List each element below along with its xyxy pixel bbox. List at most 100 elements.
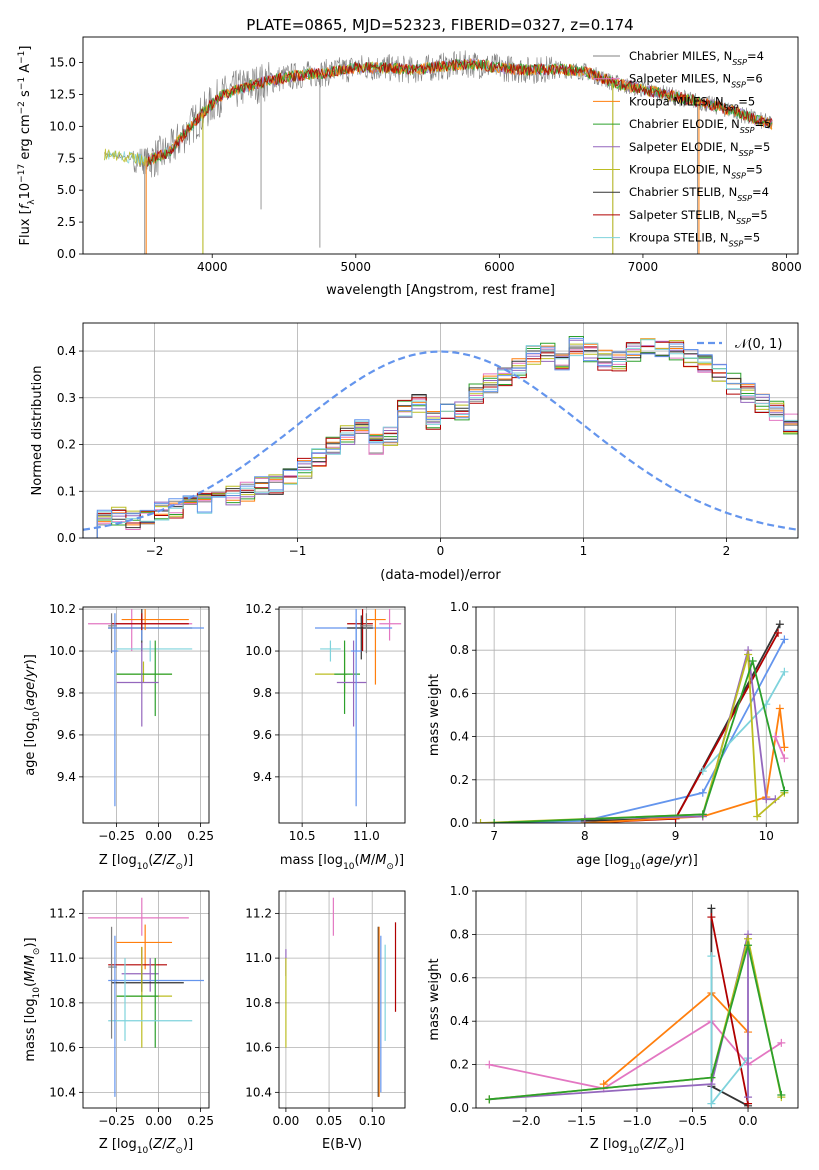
panel-age-vs-mass: 10.5 11.0 9.4 9.6 9.8 10.0 10.2 mass [log10(M/M… [245, 602, 406, 872]
weight-point-marker [707, 1099, 716, 1108]
x-tick-label: 0.00 [273, 1114, 300, 1128]
y-tick-label: 9.8 [253, 686, 272, 700]
y-tick-label: 0.4 [57, 344, 76, 358]
y-tick-label: 0.4 [450, 1014, 469, 1028]
x-tick-label: −2.0 [511, 1114, 540, 1128]
weight-point-marker [744, 650, 753, 659]
y-tick-label: 10.0 [49, 644, 76, 658]
histogram-step-blue [83, 337, 798, 538]
weight-point-marker [780, 667, 789, 676]
y-tick-label: 0.8 [450, 643, 469, 657]
axes-frame [82, 36, 799, 255]
spectrum-model-line [147, 58, 773, 167]
y-tick-label: 10.6 [245, 1041, 272, 1055]
x-axis-label: Z [log10(Z/Z⊙)] [99, 1137, 193, 1156]
weight-point-marker [707, 913, 716, 922]
x-tick-label: 2 [723, 544, 731, 558]
x-tick-label: −1.0 [622, 1114, 651, 1128]
x-tick-label: 0.0 [738, 1114, 757, 1128]
errorbars [285, 897, 397, 1097]
weight-point-marker [771, 732, 780, 741]
axes-frame [278, 606, 406, 824]
histogram-step-salpeter_stelib [83, 341, 798, 538]
weight-point-marker [780, 635, 789, 644]
weight-series-line [710, 956, 749, 1107]
x-tick-label: 10.5 [289, 829, 316, 843]
axes-frame [82, 890, 210, 1109]
x-tick-label: 1 [580, 544, 588, 558]
y-tick-label: 10.2 [245, 602, 272, 616]
y-tick-label: 5.0 [57, 183, 76, 197]
x-tick-label: 0.25 [187, 1114, 214, 1128]
weight-series-line [489, 945, 783, 1101]
axes-frame [82, 322, 799, 539]
weight-point-marker [780, 786, 789, 795]
legend: Chabrier MILES, NSSP=4 Salpeter MILES, NS… [593, 49, 771, 248]
y-tick-label: 0.4 [450, 730, 469, 744]
y-tick-label: 0.0 [450, 816, 469, 830]
weight-point-marker [777, 1090, 786, 1099]
weight-series-line [489, 1020, 782, 1090]
x-tick-label: −2 [146, 544, 164, 558]
legend-entry: Salpeter MILES, NSSP=6 [629, 72, 763, 90]
histogram-step-chabrier_stelib [83, 347, 798, 538]
y-tick-label: 11.0 [49, 951, 76, 965]
y-tick-label: 9.6 [57, 728, 76, 742]
x-tick-label: 6000 [484, 260, 515, 274]
x-tick-label: −1.5 [567, 1114, 596, 1128]
panel-mass-vs-ebv: 0.00 0.05 0.10 10.4 10.6 10.8 11.0 11.2 E(B-V) [245, 890, 406, 1152]
histogram-step-chabrier_elodie [83, 336, 798, 538]
weight-point-marker [698, 767, 707, 776]
errorbars [88, 609, 204, 807]
errorbars [315, 609, 402, 807]
x-tick-label: −0.5 [678, 1114, 707, 1128]
x-axis-label: (data-model)/error [380, 568, 501, 583]
x-tick-label: 0.05 [316, 1114, 343, 1128]
y-axis-label: age [log10(age/yr)] [23, 654, 42, 776]
axes-frame [475, 890, 799, 1109]
x-axis-label: E(B-V) [322, 1137, 362, 1152]
weight-series-line [584, 623, 781, 822]
x-tick-label: 5000 [341, 260, 372, 274]
weight-point-marker [775, 620, 784, 629]
weight-point-marker [748, 657, 757, 665]
y-tick-label: 0.1 [57, 484, 76, 498]
y-tick-label: 0.0 [450, 1101, 469, 1115]
x-tick-label: 8 [581, 829, 589, 843]
y-tick-label: 1.0 [450, 600, 469, 614]
x-tick-label: 0.25 [187, 829, 214, 843]
y-tick-label: 9.4 [57, 770, 76, 784]
weight-point-marker [599, 1080, 608, 1089]
x-tick-label: −0.25 [98, 829, 135, 843]
y-tick-label: 7.5 [57, 151, 76, 165]
legend-entry: Kroupa MILES, NSSP=5 [629, 94, 755, 112]
panel-residual-histogram: −2 −1 0 1 2 0.0 0.1 0.2 0.3 0.4 (data-model)/error… [30, 322, 799, 583]
y-tick-label: 10.2 [49, 602, 76, 616]
x-tick-label: 10 [759, 829, 774, 843]
weight-point-marker [476, 819, 485, 823]
x-axis-label: Z [log10(Z/Z⊙)] [590, 1137, 684, 1156]
weight-series-line [584, 649, 776, 820]
figure-title: PLATE=0865, MJD=52323, FIBERID=0327, z=0… [246, 16, 633, 34]
panel-mass-vs-Z: −0.25 0.00 0.25 10.4 10.6 10.8 11.0 11.2 Z [log1… [23, 890, 214, 1156]
y-tick-label: 9.8 [57, 686, 76, 700]
x-axis-label: wavelength [Angstrom, rest frame] [326, 283, 555, 298]
y-tick-label: 0.6 [450, 686, 469, 700]
x-axis-label: age [log10(age/yr)] [576, 853, 698, 872]
y-tick-label: 10.8 [49, 996, 76, 1010]
weight-point-marker [762, 795, 771, 804]
weight-point-marker [775, 704, 784, 713]
weight-point-marker [753, 812, 762, 821]
x-tick-label: 7 [490, 829, 498, 843]
y-tick-label: 2.5 [57, 215, 76, 229]
spectrum-lines [104, 50, 773, 254]
axes-frame [82, 606, 210, 824]
weight-point-marker [707, 952, 716, 961]
y-tick-label: 12.5 [49, 87, 76, 101]
x-tick-label: 8000 [771, 260, 802, 274]
axes-frame [475, 606, 799, 824]
x-tick-label: 9 [672, 829, 680, 843]
axes-frame [278, 890, 406, 1109]
weight-point-marker [485, 1095, 494, 1104]
x-tick-label: 7000 [628, 260, 659, 274]
